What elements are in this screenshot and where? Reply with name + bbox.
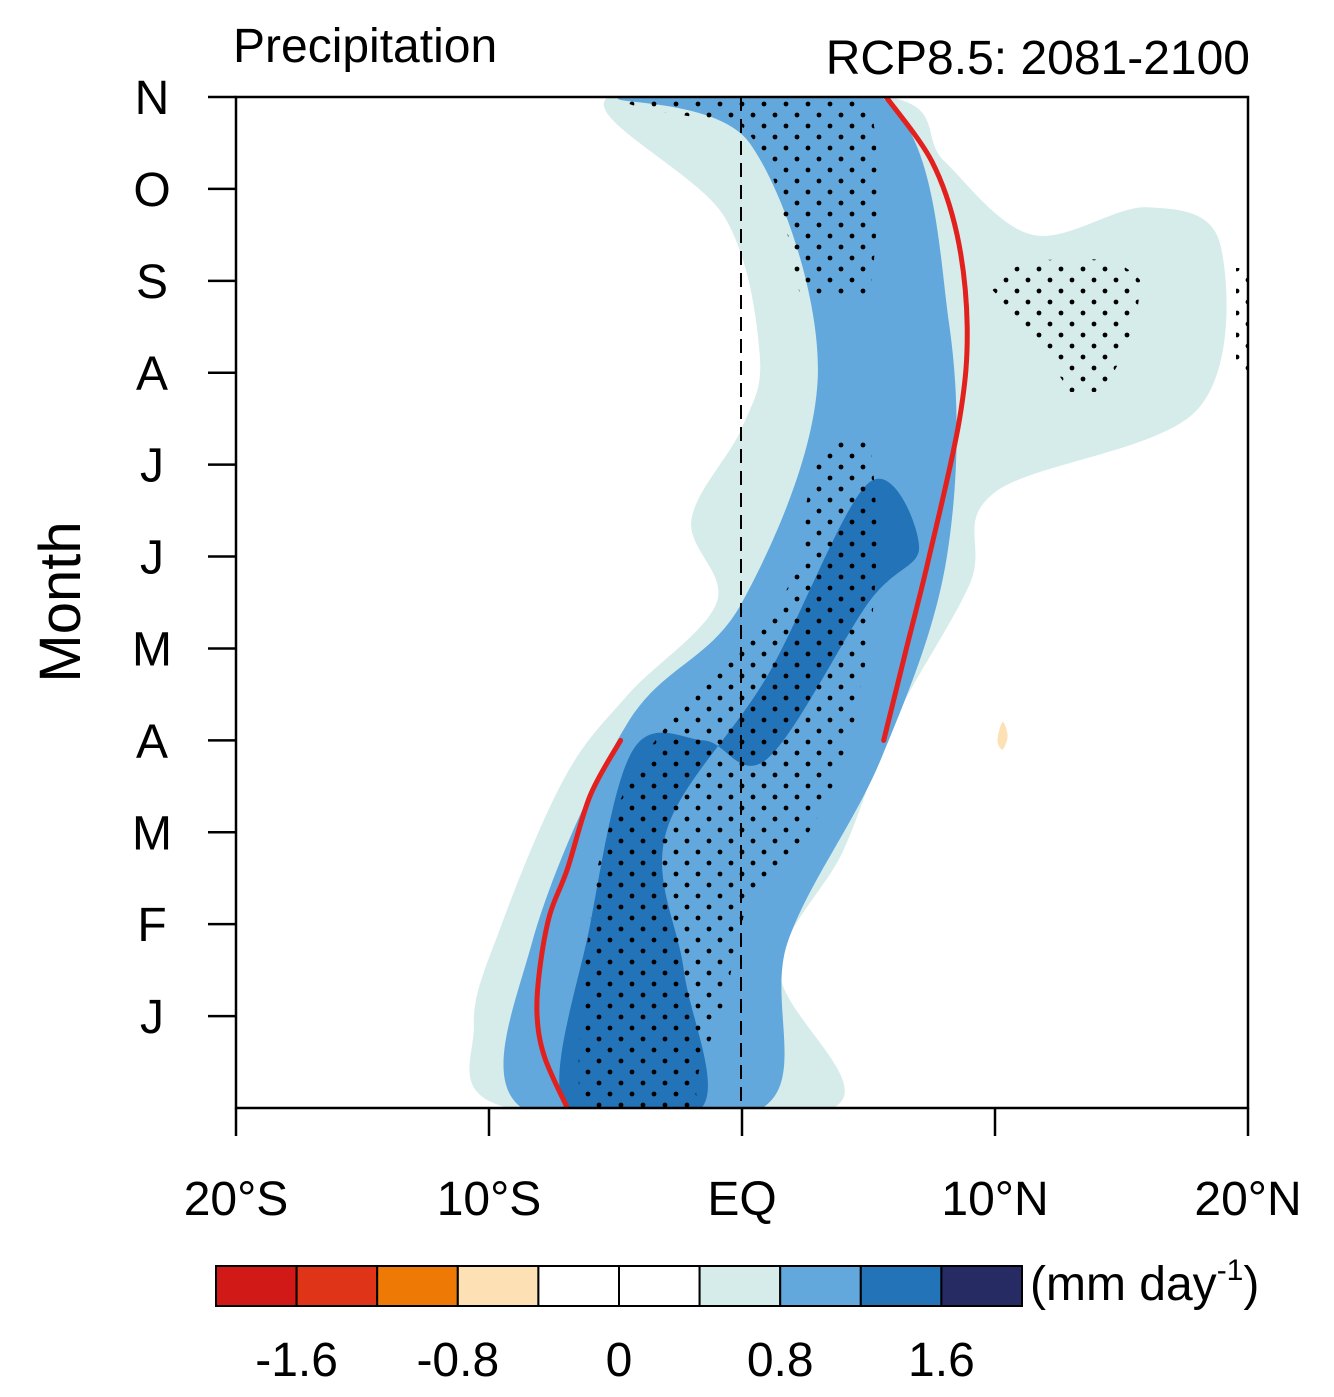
x-tick-label: 20°N [1194,1173,1301,1226]
y-tick-label: J [140,532,164,585]
y-tick-label: F [137,899,166,952]
y-tick-label: N [135,72,170,125]
colorbar-bin [537,1265,621,1307]
colorbar-tick-label: 0.8 [747,1334,814,1387]
colorbar-bin [215,1265,298,1307]
plot-area [469,97,1248,1108]
colorbar-bin [618,1265,701,1307]
chart-subtitle: RCP8.5: 2081-2100 [826,32,1250,85]
colorbar-bin [940,1265,1024,1307]
y-axis-label: Month [28,521,93,682]
colorbar-tick-label: 1.6 [908,1334,975,1387]
y-tick-label: J [140,991,164,1044]
itcz-lines [534,97,970,1108]
stipple-region-east [988,259,1140,392]
colorbar-tick-label: -1.6 [255,1334,338,1387]
colorbar-bin [859,1265,943,1307]
x-axis: 20°S 10°S EQ 10°N 20°N [184,1108,1302,1226]
itcz-line-1 [881,97,970,743]
x-tick-label: 20°S [184,1173,289,1226]
colorbar-bin [295,1265,379,1307]
colorbar-bin [779,1265,862,1307]
stipple-region-main [578,440,877,1108]
itcz-line-0 [534,737,624,1108]
unit-close: ) [1243,1258,1259,1311]
y-tick-label: S [136,256,168,309]
chart-title: Precipitation [233,20,497,73]
x-tick-label: 10°N [941,1173,1048,1226]
colorbar-bin [698,1265,782,1307]
y-tick-label: M [132,807,172,860]
colorbar-tick-label: -0.8 [416,1334,499,1387]
y-tick-label: O [133,164,170,217]
unit-exponent: -1 [1217,1254,1244,1287]
stipple-region-edge [1236,268,1248,372]
y-tick-label: J [140,440,164,493]
colorbar-bin [456,1265,540,1307]
colorbar-bin [376,1265,459,1307]
y-tick-label: A [136,348,168,401]
x-tick-label: EQ [707,1173,776,1226]
colorbar-unit: (mm day-1) [1030,1254,1259,1311]
colorbar: -1.6 -0.8 0 0.8 1.6 [215,1265,1024,1387]
x-tick-label: 10°S [437,1173,542,1226]
y-tick-label: M [132,623,172,676]
contour-fill-3 [997,721,1008,750]
unit-label: (mm day [1030,1258,1217,1311]
y-tick-label: A [136,715,168,768]
stippling [578,100,1248,1108]
stipple-region-north [620,100,878,295]
colorbar-tick-label: 0 [606,1334,633,1387]
